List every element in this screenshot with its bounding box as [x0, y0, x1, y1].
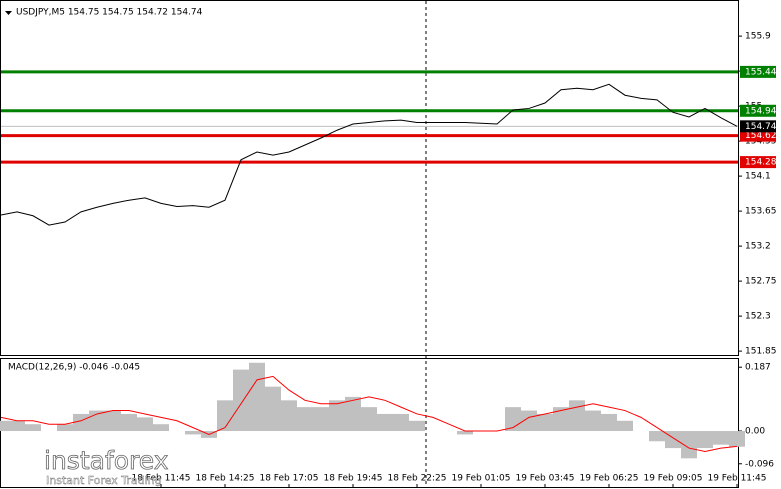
price-frame [0, 0, 739, 356]
macd-bar [265, 386, 281, 432]
macd-bar [569, 400, 585, 432]
macd-bar [585, 410, 601, 432]
x-tick-label: 18 Feb 11:45 [131, 474, 190, 484]
macd-bar [217, 400, 233, 432]
macd-bar [281, 400, 297, 432]
macd-bar [553, 407, 569, 432]
y-tick-label: 0.00 [745, 427, 765, 437]
macd-bar [521, 410, 537, 432]
macd-bar [377, 413, 393, 432]
level-label: 154.94 [745, 106, 777, 116]
y-tick-label: 0.187 [745, 363, 771, 373]
macd-bar [409, 420, 425, 432]
price-line [0, 83, 738, 226]
macd-bar [137, 417, 153, 432]
macd-bar [313, 407, 329, 432]
macd-bar [9, 420, 25, 432]
x-tick-label: 19 Feb 03:45 [515, 474, 574, 484]
macd-bar [665, 431, 681, 449]
macd-title: MACD(12,26,9) -0.046 -0.045 [8, 363, 140, 373]
macd-bar [121, 413, 137, 432]
macd-bar [73, 413, 89, 432]
macd-bar [0, 420, 9, 432]
macd-bar [57, 424, 73, 432]
macd-bar [297, 407, 313, 432]
macd-bar [233, 369, 249, 432]
logo-name: instaforex [44, 446, 169, 475]
macd-bar [361, 407, 377, 432]
macd-bar [329, 400, 345, 432]
macd-bar [393, 413, 409, 432]
last-price-label: 154.74 [745, 122, 777, 132]
symbol-arrow [5, 11, 12, 15]
x-tick-label: 18 Feb 22:25 [387, 474, 446, 484]
level-label-box [740, 156, 776, 169]
y-tick-label: 154.1 [745, 172, 771, 182]
y-tick-label: 152.3 [745, 312, 771, 322]
level-label-box [740, 65, 776, 78]
y-tick-label: 153.65 [745, 207, 777, 217]
macd-bar [153, 424, 169, 432]
level-label: 154.28 [745, 158, 777, 168]
x-tick-label: 18 Feb 14:25 [195, 474, 254, 484]
logo-tagline: Instant Forex Trading [46, 474, 162, 487]
signal-line [0, 375, 738, 453]
plot: 155.9155.45155154.55154.1153.65153.2152.… [0, 32, 777, 488]
logo-icon [7, 446, 41, 480]
y-tick-label: 153.2 [745, 242, 771, 252]
level-label: 155.44 [745, 67, 777, 77]
macd-bar [697, 431, 713, 449]
y-tick-label: 152.75 [745, 277, 777, 287]
macd-bar [25, 424, 41, 432]
macd-bar [537, 413, 553, 432]
x-tick-label: 18 Feb 17:05 [259, 474, 318, 484]
y-tick-label: -0.096 [745, 459, 774, 469]
macd-bar [457, 431, 473, 435]
level-label-box [740, 129, 776, 142]
macd-bar [345, 396, 361, 432]
last-price-box [740, 120, 776, 133]
y-tick-label: 151.85 [745, 347, 777, 357]
level-label: 154.62 [745, 131, 777, 141]
x-tick-label: 19 Feb 09:05 [643, 474, 702, 484]
level-label-box [740, 104, 776, 117]
macd-bar [713, 431, 729, 445]
x-tick-label: 19 Feb 01:05 [451, 474, 510, 484]
x-tick-label: 19 Feb 06:25 [579, 474, 638, 484]
macd-bar [185, 431, 201, 435]
macd-bar [729, 431, 745, 447]
macd-bar [105, 410, 121, 432]
macd-bar [649, 431, 665, 442]
logo: instaforex Instant Forex Trading [7, 446, 169, 487]
y-tick-label: 155.9 [745, 32, 771, 42]
x-tick-label: 19 Feb 11:45 [707, 474, 766, 484]
macd-bar [681, 431, 697, 459]
macd-bar [249, 362, 265, 432]
macd-bar [601, 413, 617, 432]
price-title: USDJPY,M5 154.75 154.75 154.72 154.74 [16, 8, 203, 18]
x-tick-label: 18 Feb 19:45 [323, 474, 382, 484]
macd-bar [617, 420, 633, 432]
